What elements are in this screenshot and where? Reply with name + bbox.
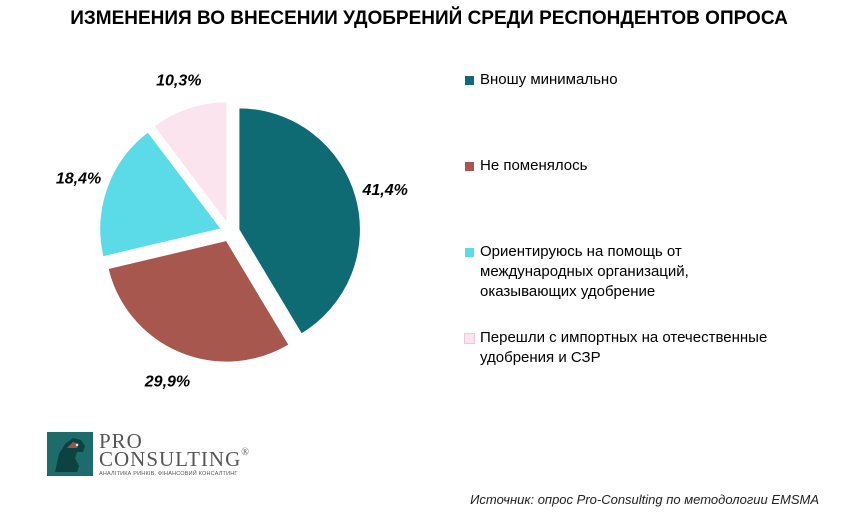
logo-consulting-text: CONSULTING® [99, 447, 250, 472]
legend-item-international-aid: Ориентируюсь на помощь от международных … [465, 242, 820, 302]
slice-international-aid [98, 130, 223, 258]
legend-swatch [464, 333, 475, 344]
legend-item-unchanged: Не поменялось [465, 156, 820, 176]
data-label-unchanged: 29,9% [144, 373, 190, 390]
data-label-domestic: 10,3% [156, 72, 201, 89]
logo-registered-mark: ® [241, 447, 250, 458]
legend-label-line-1: Перешли с импортных на отечественные [480, 329, 768, 346]
data-label-minimal: 41,4% [361, 182, 407, 199]
slice-minimal [237, 106, 362, 336]
legend-item-domestic: Перешли с импортных на отечественные удо… [464, 328, 820, 368]
logo-pro-text: PRO [99, 429, 143, 453]
data-label-international-aid: 18,4% [56, 170, 101, 187]
logo-consulting-word: CONSULTING [99, 447, 242, 471]
legend-swatch [465, 76, 474, 85]
logo-tagline: АНАЛІТИКА РИНКІВ. ФІНАНСОВИЙ КОНСАЛТИНГ [99, 471, 238, 477]
source-note: Источник: опрос Pro-Consulting по методо… [470, 492, 819, 507]
pro-consulting-logo: PRO CONSULTING® АНАЛІТИКА РИНКІВ. ФІНАНС… [47, 429, 267, 480]
slice-domestic [152, 100, 228, 226]
legend-label-line-2: международных организаций, [480, 263, 689, 280]
horse-logo-icon [47, 432, 93, 476]
slice-unchanged [106, 239, 291, 364]
chart-title: ИЗМЕНЕНИЯ ВО ВНЕСЕНИИ УДОБРЕНИЙ СРЕДИ РЕ… [70, 8, 788, 29]
legend-label-line-1: Ориентируюсь на помощь от [480, 243, 682, 260]
legend-swatch [465, 162, 474, 171]
legend-label: Вношу минимально [480, 71, 618, 88]
legend-label-line-2: удобрения и СЗР [480, 349, 601, 366]
legend-label: Не поменялось [480, 157, 588, 174]
legend-label-line-3: оказывающих удобрение [480, 283, 656, 300]
legend-item-minimal: Вношу минимально [465, 70, 820, 90]
legend-swatch [465, 248, 474, 257]
